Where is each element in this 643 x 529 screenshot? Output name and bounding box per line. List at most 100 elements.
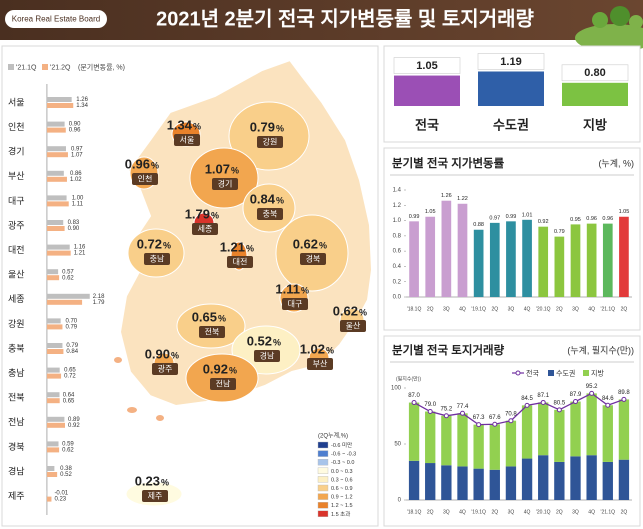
legend-label: 전국: [526, 368, 539, 377]
value-label: 0.62: [62, 447, 74, 453]
line-marker: [443, 413, 449, 419]
bar: [538, 226, 549, 297]
region-name: 광주: [158, 364, 173, 374]
summary-value-box: [561, 64, 629, 82]
region-name: 인천: [138, 174, 153, 184]
bar: [457, 466, 468, 500]
bar: [521, 458, 533, 500]
bar: [46, 244, 70, 250]
x-tick-label: 2Q: [556, 509, 563, 515]
value-label: 0.59: [62, 441, 74, 447]
value-label: 1.00: [72, 195, 84, 201]
y-tick-label: 0.8: [393, 233, 402, 239]
x-tick-label: 2Q: [427, 509, 434, 515]
map: 1.34 % 서울 0.79 % 강원 0.96 % 인천 1.07 % 경기 0.84 % 충북 1.79%…: [125, 101, 367, 507]
legend-label: 0.3 ~ 0.6: [331, 477, 353, 483]
panel-title: 분기별 전국 토지거래량: [392, 343, 505, 357]
x-tick-label: 2Q: [491, 306, 498, 312]
x-tick-label: 3Q: [508, 306, 515, 312]
value-label: 1.26: [76, 97, 88, 103]
category-label: 광주: [8, 219, 25, 230]
bar: [602, 461, 613, 500]
value-label: 0.99: [409, 214, 420, 220]
value-label: 0.38: [60, 466, 72, 472]
region-name: 부산: [313, 359, 328, 369]
bar: [46, 152, 68, 158]
x-tick-label: 4Q: [588, 509, 595, 515]
x-tick-label: 3Q: [572, 306, 579, 312]
y-tick-label: 50: [394, 442, 401, 448]
bar: [46, 275, 60, 281]
value-label: 75.2: [441, 406, 453, 412]
line-marker: [524, 402, 530, 408]
bar: [46, 97, 72, 102]
category-label: 충남: [8, 368, 25, 378]
value-label: 1.26: [441, 193, 452, 199]
region-tag: [142, 490, 168, 502]
bar: [408, 402, 420, 461]
line-marker: [411, 400, 417, 406]
bar: [425, 216, 436, 297]
legend-swatch: [317, 484, 329, 492]
region-value: 1.11: [275, 281, 300, 296]
bar: [521, 405, 533, 459]
island: [127, 407, 137, 413]
summary-value-box: [477, 53, 545, 70]
line-marker: [508, 418, 514, 424]
y-tick-label: 0.2: [393, 279, 402, 285]
legend-swatch: [317, 467, 329, 474]
value-label: 1.11: [72, 201, 84, 207]
value-label: 0.96: [586, 216, 597, 222]
legend-label: 1.5 초과: [331, 510, 350, 518]
bar: [46, 466, 55, 471]
region-value: 0.65: [192, 309, 217, 324]
bar: [506, 221, 516, 297]
header-bar: [0, 0, 643, 40]
region-name: 전남: [216, 379, 231, 389]
value-label: 80.5: [554, 400, 566, 406]
region-unit: %: [218, 313, 226, 323]
value-label: 0.86: [70, 171, 82, 177]
y-tick-label: 0.0: [393, 295, 402, 301]
region-value: 0.62: [293, 236, 318, 251]
summary-bar: [394, 75, 460, 106]
region-value: 0.62: [333, 303, 358, 318]
value-label: 1.21: [74, 251, 86, 257]
value-label: 1.07: [71, 152, 83, 158]
bar: [46, 170, 64, 176]
bar: [441, 415, 452, 466]
bar: [489, 469, 500, 500]
x-tick-label: 2Q: [621, 509, 628, 515]
summary-label: 수도권: [493, 117, 529, 132]
region-unit: %: [171, 350, 179, 360]
bar: [473, 424, 484, 469]
summary-value: 1.05: [416, 60, 437, 72]
island: [114, 357, 122, 363]
value-label: 0.23: [54, 497, 66, 503]
legend-label: 0.9 ~ 1.2: [331, 495, 353, 501]
region-unit: %: [319, 240, 327, 250]
value-label: 0.90: [68, 226, 80, 232]
line-marker: [621, 396, 627, 402]
bar: [46, 269, 59, 275]
bar: [586, 455, 597, 500]
value-label: 0.79: [66, 343, 78, 349]
legend-swatch: [317, 441, 329, 449]
region-tag: [210, 378, 236, 390]
bar: [586, 393, 597, 456]
region-name: 경남: [260, 351, 275, 361]
legend-label: 1.2 ~ 1.5: [331, 503, 353, 509]
bar: [46, 472, 58, 477]
value-label: 84.5: [521, 396, 533, 402]
region-value: 0.84: [250, 191, 276, 206]
value-label: 0.70: [65, 318, 77, 324]
bar: [457, 413, 468, 467]
value-label: -0.01: [54, 491, 68, 497]
y-tick-label: 1.2: [393, 203, 402, 209]
region-tag: [257, 136, 283, 148]
value-label: 79.0: [424, 402, 436, 408]
value-label: 1.01: [522, 212, 533, 218]
bar: [46, 176, 67, 182]
bar: [602, 223, 613, 297]
value-label: 0.96: [69, 128, 81, 134]
